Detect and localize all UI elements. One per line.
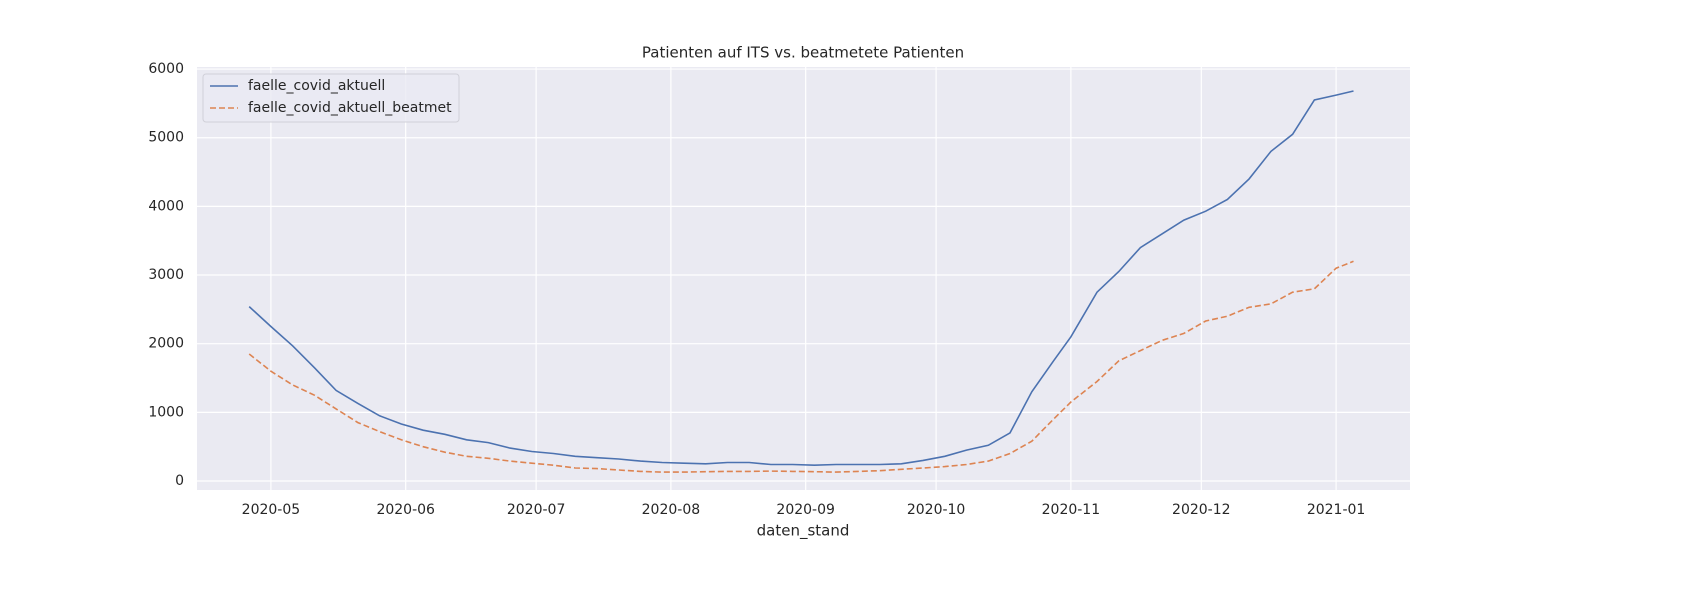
legend-label: faelle_covid_aktuell_beatmet xyxy=(248,100,452,116)
y-tick-label: 5000 xyxy=(148,130,184,146)
y-tick-label: 4000 xyxy=(148,198,184,214)
series-line xyxy=(248,90,1354,467)
legend-box xyxy=(202,73,460,123)
x-axis-label: daten_stand xyxy=(757,522,850,541)
plot-area xyxy=(197,67,1410,490)
x-tick-label: 2020-06 xyxy=(376,502,435,518)
x-tick-label: 2020-10 xyxy=(907,502,966,518)
y-tick-label: 2000 xyxy=(148,336,184,352)
x-tick-label: 2020-12 xyxy=(1172,502,1231,518)
x-tick-label: 2020-09 xyxy=(776,502,835,518)
chart-title: Patienten auf ITS vs. beatmetete Patient… xyxy=(642,44,964,62)
x-tick-label: 2020-08 xyxy=(642,502,701,518)
x-tick-label: 2020-05 xyxy=(242,502,301,518)
series-line xyxy=(248,260,1354,473)
y-tick-label: 3000 xyxy=(148,267,184,283)
x-tick-label: 2020-11 xyxy=(1042,502,1101,518)
x-tick-label: 2020-07 xyxy=(507,502,566,518)
y-tick-label: 6000 xyxy=(148,61,184,77)
y-tick-label: 1000 xyxy=(148,404,184,420)
legend: faelle_covid_aktuell faelle_covid_aktuell… xyxy=(202,73,460,123)
y-tick-label: 0 xyxy=(175,473,184,489)
x-tick-label: 2021-01 xyxy=(1307,502,1366,518)
legend-label: faelle_covid_aktuell xyxy=(248,78,385,94)
